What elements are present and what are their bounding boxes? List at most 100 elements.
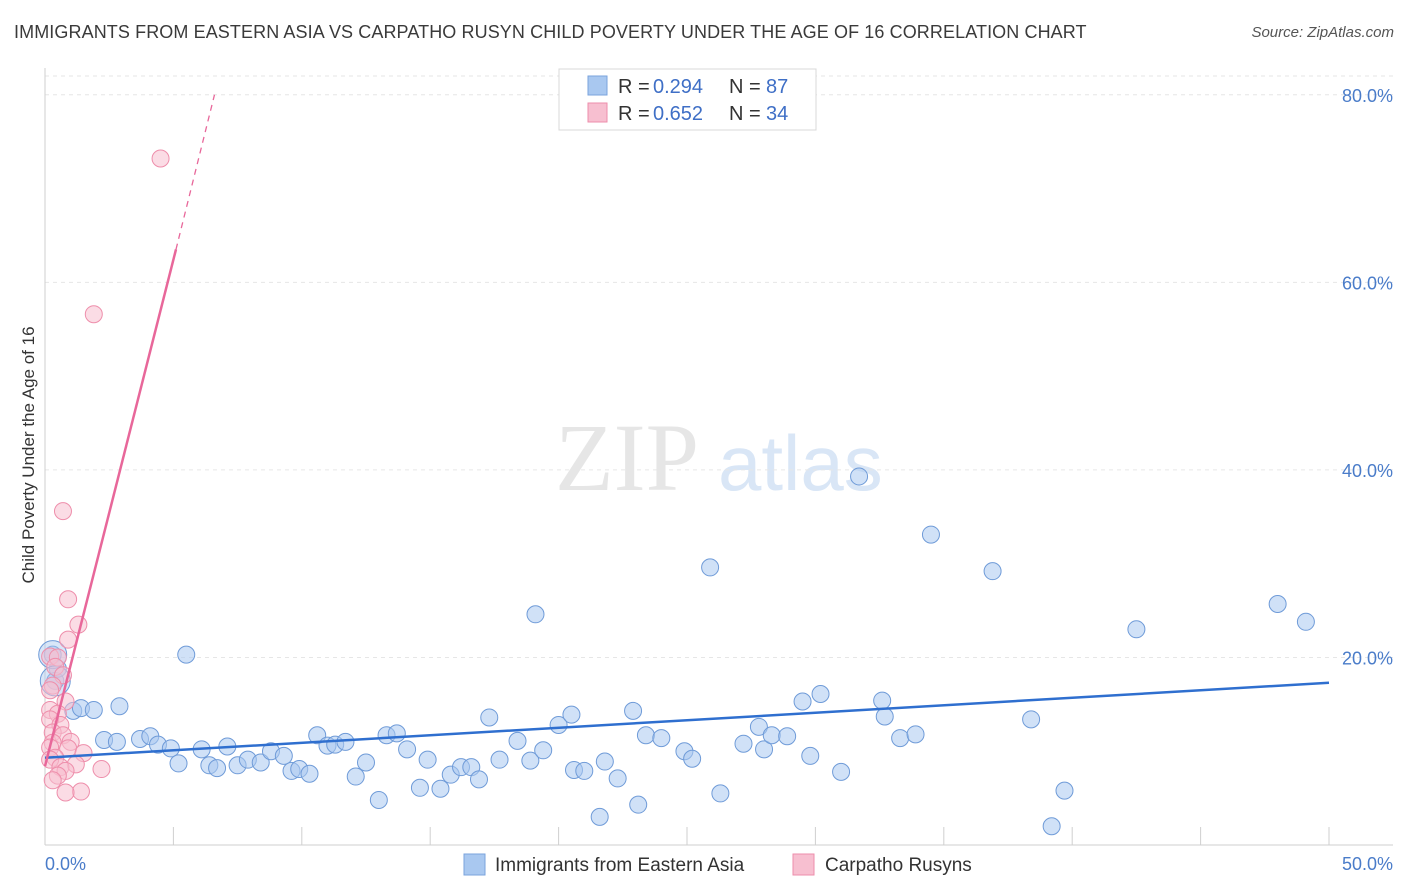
point-0-32 (369, 790, 388, 809)
point-0-16 (208, 759, 227, 778)
point-0-76 (891, 729, 910, 748)
point-0-11 (161, 739, 180, 758)
legend-n-value-0: 87 (766, 76, 788, 98)
point-0-64 (734, 734, 753, 753)
point-1-32 (71, 782, 90, 801)
y-tick-label-2: 60.0% (1342, 273, 1393, 293)
point-0-44 (490, 750, 509, 769)
point-0-56 (624, 701, 643, 720)
legend-n-label-0: N = (729, 76, 761, 98)
y-tick-label-3: 80.0% (1342, 86, 1393, 106)
point-0-71 (811, 685, 830, 704)
legend-r-value-1: 0.652 (653, 103, 703, 125)
point-0-83 (1127, 620, 1146, 639)
y-tick-labels: 20.0% 40.0% 60.0% 80.0% (1342, 86, 1393, 669)
point-0-68 (778, 727, 797, 746)
point-0-4 (84, 700, 103, 719)
watermark-zip: ZIP (555, 404, 699, 511)
point-0-65 (749, 717, 768, 736)
point-0-85 (1296, 612, 1315, 631)
point-0-69 (793, 692, 812, 711)
point-0-73 (850, 467, 869, 486)
legend-top: R = 0.294 N = 87 R = 0.652 N = 34 (558, 68, 817, 131)
point-1-3 (59, 590, 78, 609)
point-0-58 (636, 726, 655, 745)
point-0-66 (755, 740, 774, 759)
point-0-61 (683, 749, 702, 768)
point-0-29 (336, 732, 355, 751)
point-0-46 (521, 751, 540, 770)
point-1-11 (41, 681, 60, 700)
x-tick-labels: 0.0% 50.0% (45, 854, 1393, 874)
point-0-79 (983, 562, 1002, 581)
point-0-50 (562, 705, 581, 724)
point-0-36 (410, 778, 429, 797)
point-1-1 (84, 305, 103, 324)
point-0-52 (575, 761, 594, 780)
legend-bottom-swatch-eastern-asia (463, 853, 486, 876)
legend-r-value-0: 0.294 (653, 76, 703, 98)
legend-r-label-0: R = (618, 76, 650, 98)
legend-bottom-label-eastern-asia: Immigrants from Eastern Asia (495, 855, 745, 876)
point-0-47 (526, 605, 545, 624)
point-0-30 (346, 767, 365, 786)
point-0-20 (251, 753, 270, 772)
source-credit: Source: ZipAtlas.com (1251, 24, 1394, 41)
point-0-43 (480, 708, 499, 727)
legend-n-label-1: N = (729, 103, 761, 125)
point-0-25 (300, 764, 319, 783)
point-0-70 (801, 746, 820, 765)
point-0-6 (110, 697, 129, 716)
point-0-67 (762, 726, 781, 745)
point-0-82 (1055, 781, 1074, 800)
point-0-45 (508, 731, 527, 750)
point-0-63 (711, 784, 730, 803)
point-0-34 (387, 724, 406, 743)
y-axis-label: Child Poverty Under the Age of 16 (19, 326, 38, 583)
legend-n-value-1: 34 (766, 103, 788, 125)
gridlines (45, 75, 1393, 658)
trend-line-carpatho-rusyns (43, 249, 178, 767)
legend-bottom-swatch-carpatho-rusyns (792, 853, 815, 876)
point-0-84 (1268, 594, 1287, 613)
y-tick-label-1: 40.0% (1342, 461, 1393, 481)
point-0-59 (652, 729, 671, 748)
point-0-81 (1042, 817, 1061, 836)
point-1-0 (151, 149, 170, 168)
watermark-atlas: atlas (718, 419, 883, 507)
point-1-28 (92, 760, 111, 779)
legend-swatch-eastern-asia (587, 75, 608, 96)
point-1-5 (59, 630, 78, 649)
legend-bottom: Immigrants from Eastern Asia Carpatho Ru… (463, 853, 972, 876)
point-0-22 (274, 746, 293, 765)
point-0-37 (418, 750, 437, 769)
point-0-62 (701, 558, 720, 577)
point-0-78 (921, 525, 940, 544)
legend-swatch-carpatho-rusyns (587, 102, 608, 123)
series-carpatho-rusyns (41, 149, 170, 802)
point-0-72 (832, 762, 851, 781)
legend-r-label-1: R = (618, 103, 650, 125)
point-0-12 (169, 754, 188, 773)
x-tick-label-1: 50.0% (1342, 854, 1393, 874)
trend-line-carpatho-rusyns-extension (175, 94, 216, 250)
point-1-2 (53, 502, 72, 521)
y-tick-label-0: 20.0% (1342, 648, 1393, 668)
point-0-35 (398, 740, 417, 759)
x-tick-label-0: 0.0% (45, 854, 86, 874)
point-0-42 (469, 770, 488, 789)
point-1-33 (56, 783, 75, 802)
point-0-74 (873, 691, 892, 710)
series-eastern-asia (38, 467, 1315, 836)
point-0-77 (906, 725, 925, 744)
trend-lines (43, 94, 1330, 767)
point-0-48 (534, 741, 553, 760)
legend-bottom-label-carpatho-rusyns: Carpatho Rusyns (825, 855, 972, 876)
point-1-31 (43, 771, 62, 790)
point-0-53 (590, 807, 609, 826)
point-0-80 (1022, 710, 1041, 729)
point-0-55 (608, 769, 627, 788)
point-0-54 (595, 752, 614, 771)
point-0-7 (107, 732, 126, 751)
